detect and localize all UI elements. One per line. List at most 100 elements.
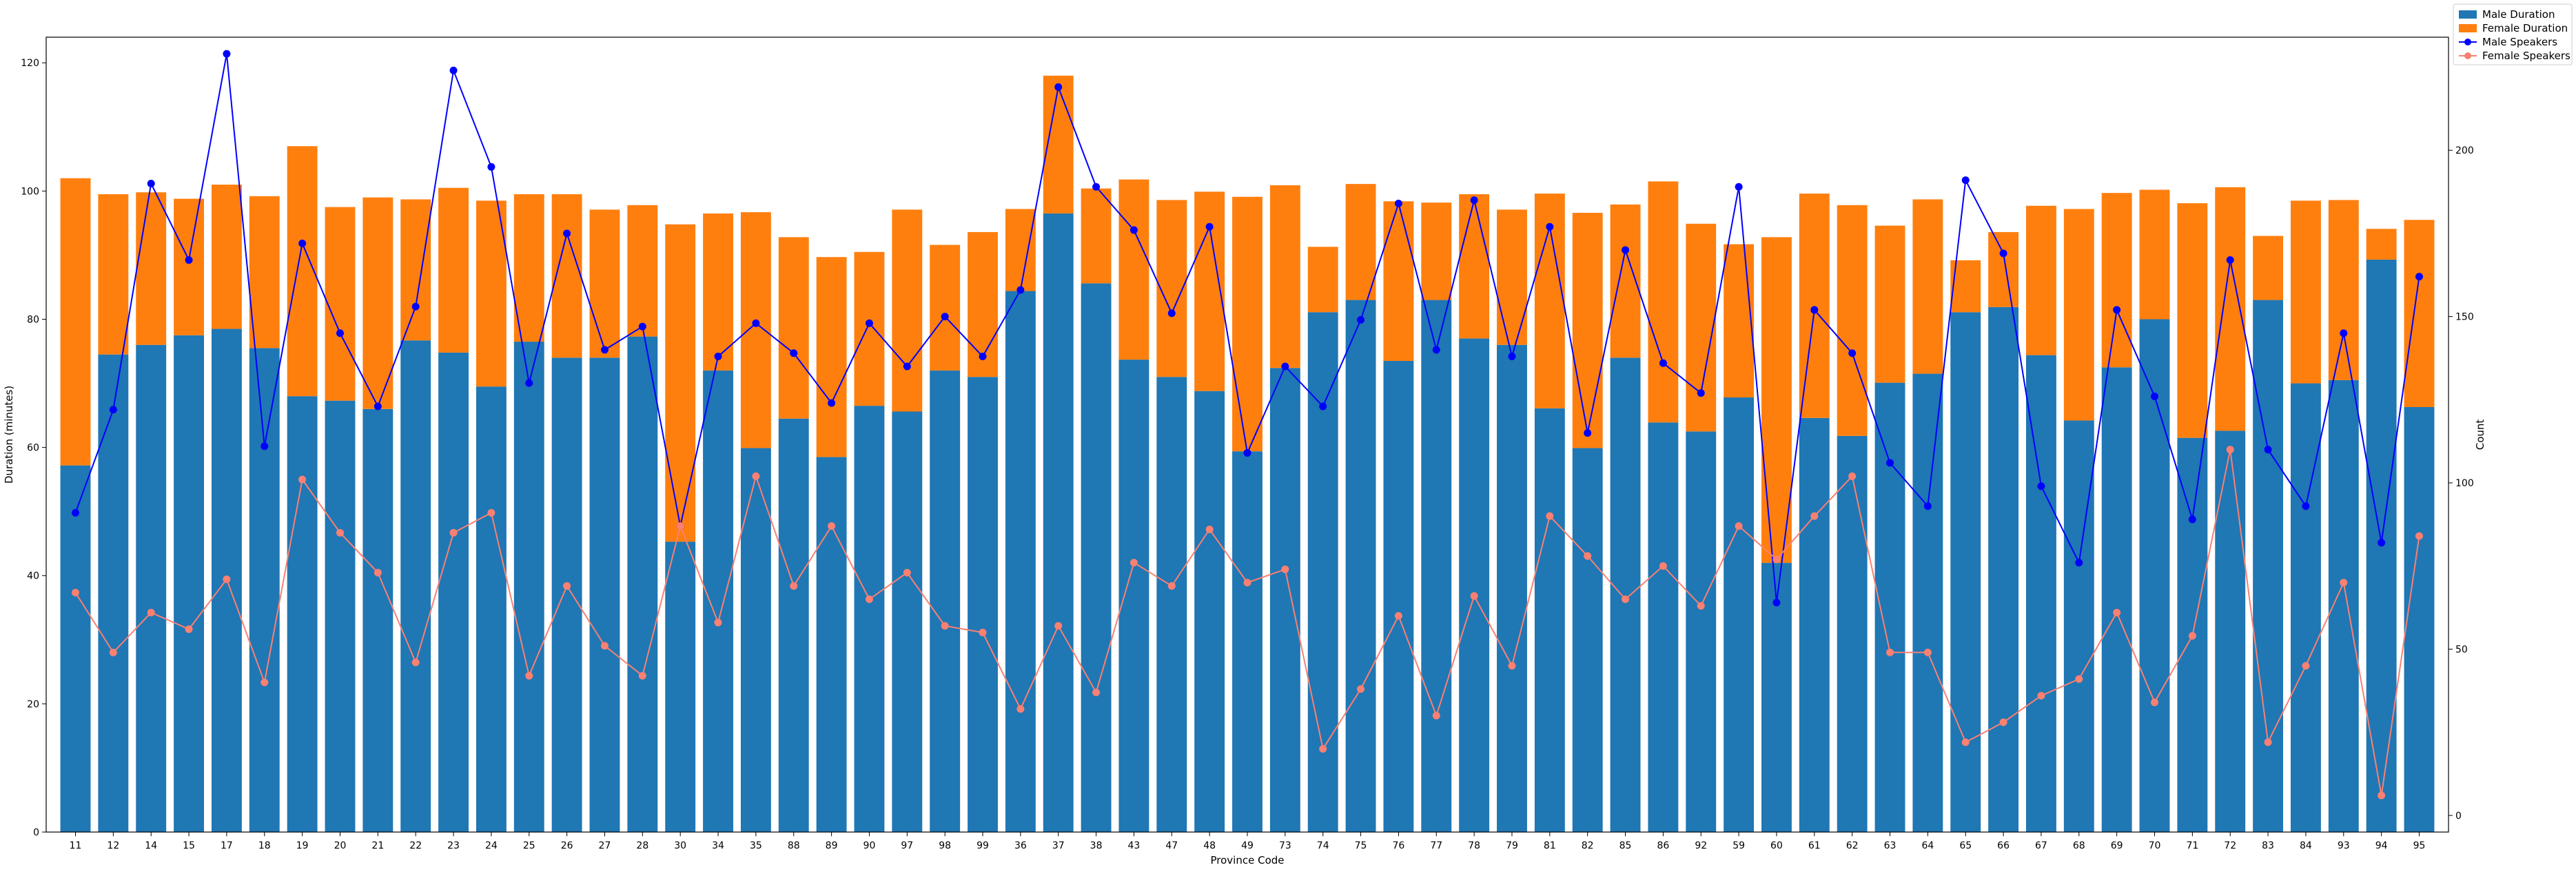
y2-tick-label: 50 xyxy=(2455,644,2468,655)
female-speakers-point xyxy=(1129,559,1138,567)
male-speakers-point xyxy=(979,353,987,361)
bar-female-duration xyxy=(2404,220,2435,407)
x-tick-label: 73 xyxy=(1279,840,1291,851)
bar-female-duration xyxy=(703,213,733,371)
bar-female-duration xyxy=(816,257,847,457)
female-speakers-point xyxy=(828,522,836,530)
bar-male-duration xyxy=(1459,338,1490,833)
male-speakers-point xyxy=(1886,459,1894,467)
x-tick-label: 63 xyxy=(1884,840,1897,851)
female-speakers-point xyxy=(223,575,231,583)
female-speakers-point xyxy=(185,625,193,633)
male-speakers-point xyxy=(374,402,382,411)
male-speakers-point xyxy=(1281,362,1289,371)
bar-male-duration xyxy=(249,348,280,832)
x-tick-label: 85 xyxy=(1619,840,1632,851)
bar-female-duration xyxy=(136,192,167,345)
female-speakers-point xyxy=(1357,685,1365,693)
x-tick-label: 83 xyxy=(2262,840,2274,851)
bar-male-duration xyxy=(892,411,923,832)
y2-tick-label: 100 xyxy=(2455,478,2474,489)
bar-male-duration xyxy=(2253,300,2284,832)
bar-male-duration xyxy=(740,448,771,832)
male-speakers-point xyxy=(1659,359,1667,367)
x-tick-label: 21 xyxy=(371,840,384,851)
bar-male-duration xyxy=(325,400,356,832)
bar-male-duration xyxy=(1421,300,1452,832)
male-speakers-point xyxy=(1432,346,1440,354)
x-tick-label: 90 xyxy=(863,840,876,851)
bar-male-duration xyxy=(1345,300,1376,832)
bar-male-duration xyxy=(174,335,205,832)
bar-male-duration xyxy=(362,408,393,832)
bar-male-duration xyxy=(1950,312,1981,832)
female-speakers-point xyxy=(676,522,684,530)
x-tick-label: 71 xyxy=(2186,840,2198,851)
y-tick-label: 100 xyxy=(21,186,39,197)
y-tick-label: 40 xyxy=(27,571,39,582)
x-tick-label: 47 xyxy=(1165,840,1178,851)
male-speakers-point xyxy=(1810,306,1819,314)
bar-female-duration xyxy=(740,212,771,448)
x-tick-label: 43 xyxy=(1128,840,1141,851)
female-speakers-point xyxy=(2302,662,2310,670)
x-tick-label: 65 xyxy=(1959,840,1972,851)
bar-female-duration xyxy=(1345,184,1376,300)
male-speakers-point xyxy=(2378,539,2386,547)
bar-female-duration xyxy=(1837,205,1868,436)
male-speakers-point xyxy=(185,256,193,264)
legend-label: Male Speakers xyxy=(2482,36,2557,48)
bar-male-duration xyxy=(1081,283,1112,832)
female-speakers-point xyxy=(1659,562,1667,570)
y2-tick-label: 0 xyxy=(2455,811,2462,822)
female-speakers-point xyxy=(2151,698,2159,707)
x-tick-label: 79 xyxy=(1506,840,1518,851)
x-tick-label: 17 xyxy=(221,840,233,851)
female-speakers-point xyxy=(2037,692,2045,700)
x-tick-label: 67 xyxy=(2035,840,2047,851)
bar-male-duration xyxy=(968,377,998,832)
bar-male-duration xyxy=(1005,291,1036,832)
x-tick-label: 62 xyxy=(1846,840,1859,851)
bar-male-duration xyxy=(778,418,809,832)
x-tick-label: 68 xyxy=(2073,840,2085,851)
male-speakers-point xyxy=(563,229,571,238)
female-speakers-point xyxy=(2415,532,2423,540)
male-speakers-point xyxy=(2188,515,2196,523)
bar-female-duration xyxy=(1648,181,1679,423)
x-tick-label: 97 xyxy=(901,840,913,851)
male-speakers-point xyxy=(336,329,344,338)
bar-female-duration xyxy=(211,185,242,329)
bar-female-duration xyxy=(930,245,961,371)
female-speakers-point xyxy=(260,678,269,687)
female-speakers-point xyxy=(1546,512,1554,520)
female-speakers-point xyxy=(1243,579,1251,587)
male-speakers-point xyxy=(147,179,155,187)
x-tick-label: 36 xyxy=(1014,840,1027,851)
bar-female-duration xyxy=(1912,199,1943,374)
x-tick-label: 64 xyxy=(1921,840,1934,851)
bar-female-duration xyxy=(249,196,280,349)
female-speakers-point xyxy=(147,608,155,616)
male-speakers-point xyxy=(1999,249,2007,258)
female-speakers-point xyxy=(1923,648,1932,656)
x-tick-label: 86 xyxy=(1657,840,1669,851)
bar-female-duration xyxy=(2215,187,2246,431)
bar-male-duration xyxy=(1232,451,1263,832)
x-tick-label: 48 xyxy=(1203,840,1216,851)
female-speakers-point xyxy=(941,622,949,630)
male-speakers-point xyxy=(1243,449,1251,457)
x-tick-label: 23 xyxy=(447,840,460,851)
male-speakers-point xyxy=(298,239,307,247)
x-tick-label: 35 xyxy=(750,840,762,851)
bar-male-duration xyxy=(703,370,733,832)
female-speakers-point xyxy=(487,508,495,517)
bar-female-duration xyxy=(1874,225,1905,383)
x-axis: 11 12 14 15 17 18 19 20 21 22 23 24 25 26 27 28 30 34 35 88… xyxy=(70,832,2425,851)
bar-male-duration xyxy=(60,465,91,832)
x-tick-label: 19 xyxy=(296,840,309,851)
bar-female-duration xyxy=(362,197,393,409)
bar-female-duration xyxy=(2328,200,2359,380)
